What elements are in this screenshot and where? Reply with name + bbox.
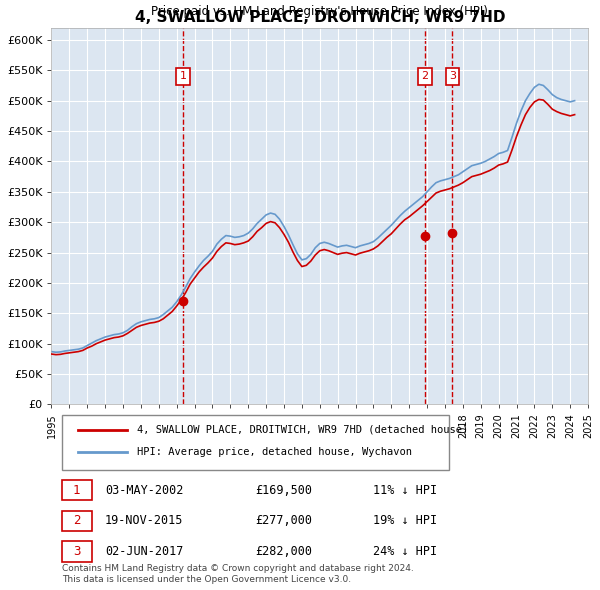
Text: £282,000: £282,000 bbox=[256, 545, 313, 558]
Text: Price paid vs. HM Land Registry's House Price Index (HPI): Price paid vs. HM Land Registry's House … bbox=[151, 5, 488, 18]
Text: 19-NOV-2015: 19-NOV-2015 bbox=[105, 514, 184, 527]
FancyBboxPatch shape bbox=[62, 415, 449, 470]
Text: 1: 1 bbox=[73, 484, 80, 497]
Text: 03-MAY-2002: 03-MAY-2002 bbox=[105, 484, 184, 497]
Text: 11% ↓ HPI: 11% ↓ HPI bbox=[373, 484, 437, 497]
Text: This data is licensed under the Open Government Licence v3.0.: This data is licensed under the Open Gov… bbox=[62, 575, 352, 584]
Text: £169,500: £169,500 bbox=[256, 484, 313, 497]
Text: HPI: Average price, detached house, Wychavon: HPI: Average price, detached house, Wych… bbox=[137, 447, 412, 457]
Text: 02-JUN-2017: 02-JUN-2017 bbox=[105, 545, 184, 558]
Title: 4, SWALLOW PLACE, DROITWICH, WR9 7HD: 4, SWALLOW PLACE, DROITWICH, WR9 7HD bbox=[134, 10, 505, 25]
FancyBboxPatch shape bbox=[62, 480, 92, 500]
Text: 19% ↓ HPI: 19% ↓ HPI bbox=[373, 514, 437, 527]
Text: 1: 1 bbox=[180, 71, 187, 81]
FancyBboxPatch shape bbox=[62, 542, 92, 562]
Text: 2: 2 bbox=[73, 514, 80, 527]
Text: 2: 2 bbox=[421, 71, 428, 81]
Text: 3: 3 bbox=[449, 71, 456, 81]
Text: £277,000: £277,000 bbox=[256, 514, 313, 527]
Text: 24% ↓ HPI: 24% ↓ HPI bbox=[373, 545, 437, 558]
Text: Contains HM Land Registry data © Crown copyright and database right 2024.: Contains HM Land Registry data © Crown c… bbox=[62, 565, 414, 573]
Text: 3: 3 bbox=[73, 545, 80, 558]
Text: 4, SWALLOW PLACE, DROITWICH, WR9 7HD (detached house): 4, SWALLOW PLACE, DROITWICH, WR9 7HD (de… bbox=[137, 424, 469, 434]
FancyBboxPatch shape bbox=[62, 511, 92, 531]
